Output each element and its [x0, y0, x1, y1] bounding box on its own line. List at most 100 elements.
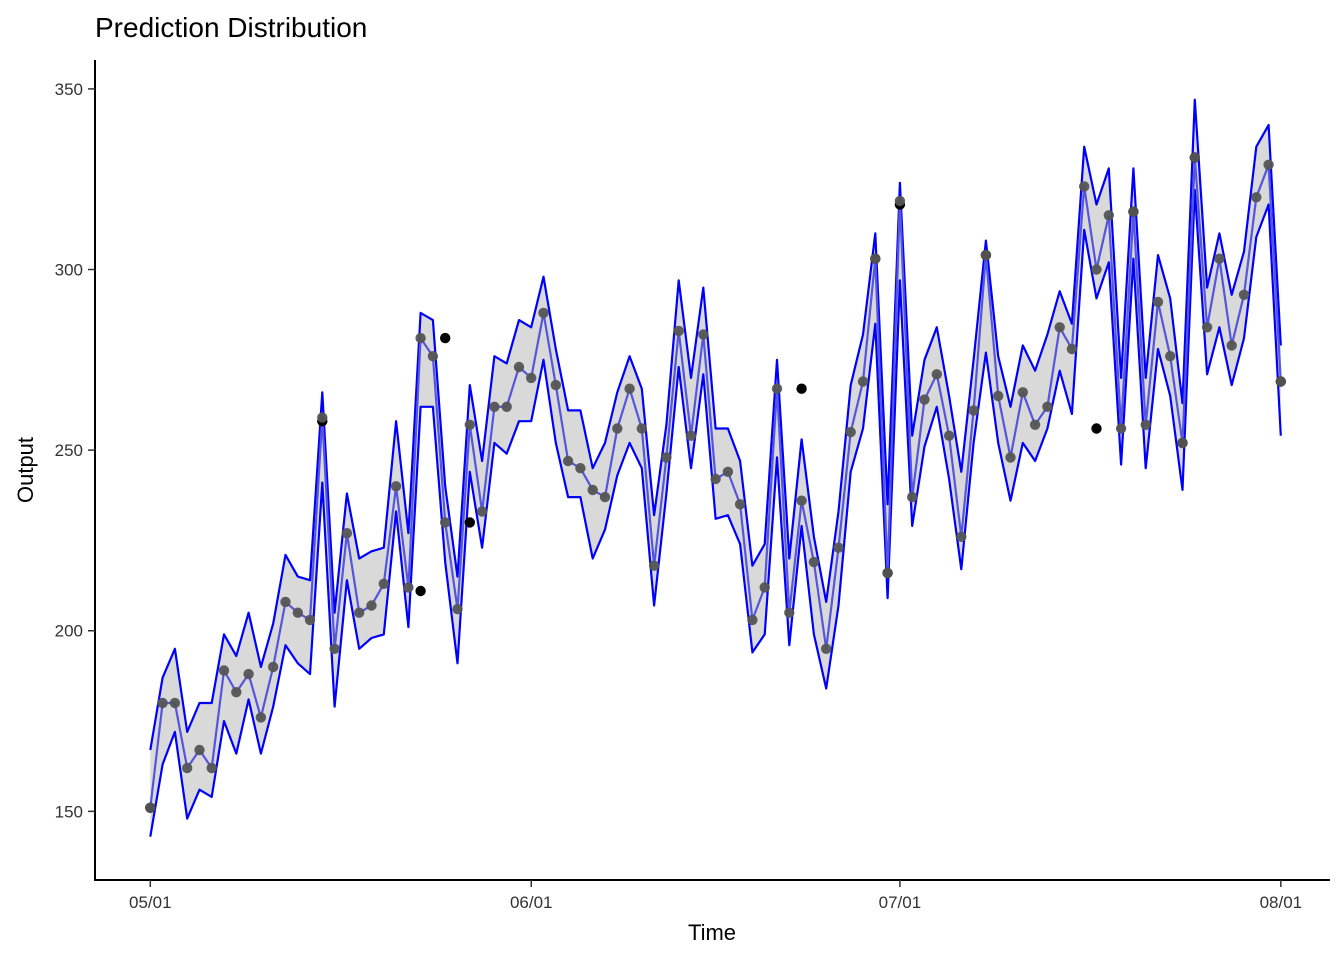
- predicted-point: [145, 802, 156, 813]
- predicted-point: [489, 401, 500, 412]
- predicted-point: [538, 307, 549, 319]
- predicted-point: [415, 332, 426, 344]
- predicted-point: [440, 517, 451, 528]
- predicted-point: [1029, 419, 1041, 430]
- predicted-point: [1226, 340, 1237, 351]
- predicted-point: [427, 351, 439, 362]
- predicted-point: [378, 578, 389, 589]
- predicted-point: [194, 744, 205, 756]
- predicted-point: [722, 466, 734, 477]
- predicted-point: [575, 463, 586, 474]
- x-tick-label: 08/01: [1260, 893, 1303, 912]
- observed-point: [796, 383, 807, 394]
- predicted-point: [956, 531, 967, 542]
- predicted-point: [206, 762, 217, 774]
- predicted-point: [218, 665, 230, 676]
- predicted-point: [882, 567, 893, 579]
- predicted-point: [747, 614, 758, 626]
- y-axis-ticks: 150 200 250 300 350: [55, 80, 95, 821]
- y-tick-label: 200: [55, 622, 83, 641]
- predicted-point: [931, 369, 942, 380]
- predicted-point: [403, 582, 414, 593]
- predicted-point: [255, 712, 267, 723]
- predicted-point: [476, 506, 488, 517]
- predicted-point: [784, 607, 795, 618]
- predicted-point: [157, 697, 168, 709]
- predicted-point: [268, 661, 279, 673]
- predicted-point: [354, 607, 365, 618]
- predicted-point: [636, 423, 647, 434]
- predicted-point: [280, 596, 291, 608]
- predicted-point: [1042, 401, 1053, 412]
- y-tick-label: 150: [55, 802, 83, 821]
- predicted-point: [1128, 206, 1139, 217]
- predicted-point: [796, 495, 807, 506]
- predicted-point: [1017, 387, 1028, 398]
- predicted-point: [612, 423, 623, 434]
- predicted-point: [1091, 264, 1102, 275]
- predicted-point: [759, 582, 770, 593]
- predicted-point: [1214, 253, 1225, 264]
- predicted-point: [943, 430, 955, 441]
- predicted-point: [771, 383, 783, 394]
- predicted-point: [993, 390, 1004, 402]
- predicted-point: [599, 491, 611, 503]
- predicted-point: [182, 762, 193, 774]
- observed-point: [464, 517, 475, 528]
- predicted-point: [452, 603, 463, 615]
- predicted-point: [808, 556, 820, 568]
- predicted-point: [1005, 452, 1016, 463]
- predicted-point: [366, 600, 377, 611]
- predicted-point: [1140, 419, 1151, 430]
- predicted-point: [907, 491, 918, 503]
- predicted-point: [624, 383, 635, 394]
- x-axis-ticks: 05/01 06/01 07/01 08/01: [129, 880, 1302, 912]
- chart-title: Prediction Distribution: [95, 12, 367, 43]
- predicted-point: [562, 455, 574, 467]
- predicted-point: [1189, 152, 1201, 163]
- predicted-point: [1103, 210, 1115, 221]
- predicted-point: [501, 401, 512, 412]
- predicted-point: [317, 412, 328, 423]
- predicted-point: [919, 394, 930, 405]
- predicted-point: [550, 379, 561, 391]
- predicted-point: [857, 376, 869, 387]
- predicted-point: [169, 697, 181, 709]
- predicted-point: [833, 542, 844, 553]
- predicted-point: [648, 560, 660, 571]
- predicted-point: [1054, 322, 1065, 333]
- predicted-point: [661, 452, 672, 463]
- predicted-point: [1238, 289, 1250, 300]
- predicted-point: [526, 372, 537, 384]
- lower-bound-line: [149, 188, 1282, 837]
- predicted-point: [1201, 322, 1213, 333]
- predicted-point: [1066, 343, 1078, 355]
- x-tick-label: 06/01: [510, 893, 553, 912]
- predicted-point: [685, 430, 697, 441]
- predicted-point: [1275, 376, 1287, 387]
- predicted-point: [390, 481, 402, 492]
- predicted-point: [734, 499, 746, 510]
- x-axis-title: Time: [688, 920, 736, 945]
- y-axis-title: Output: [13, 437, 38, 503]
- predicted-point: [821, 643, 832, 654]
- predicted-point: [1115, 423, 1127, 434]
- predicted-point: [243, 668, 254, 680]
- observed-point: [1091, 423, 1102, 434]
- predicted-point: [329, 643, 340, 654]
- predicted-point: [1177, 437, 1188, 449]
- predicted-point: [710, 473, 721, 485]
- predicted-point: [292, 607, 303, 618]
- predicted-point: [1152, 296, 1164, 308]
- predicted-point: [673, 325, 684, 337]
- predicted-point: [1251, 192, 1262, 203]
- predicted-point: [513, 361, 525, 373]
- y-tick-label: 350: [55, 80, 83, 99]
- predicted-point: [1263, 159, 1274, 170]
- predicted-point: [845, 426, 856, 438]
- upper-bound-line: [149, 98, 1282, 751]
- predicted-point: [968, 405, 979, 416]
- x-tick-label: 05/01: [129, 893, 172, 912]
- observed-point: [440, 332, 451, 344]
